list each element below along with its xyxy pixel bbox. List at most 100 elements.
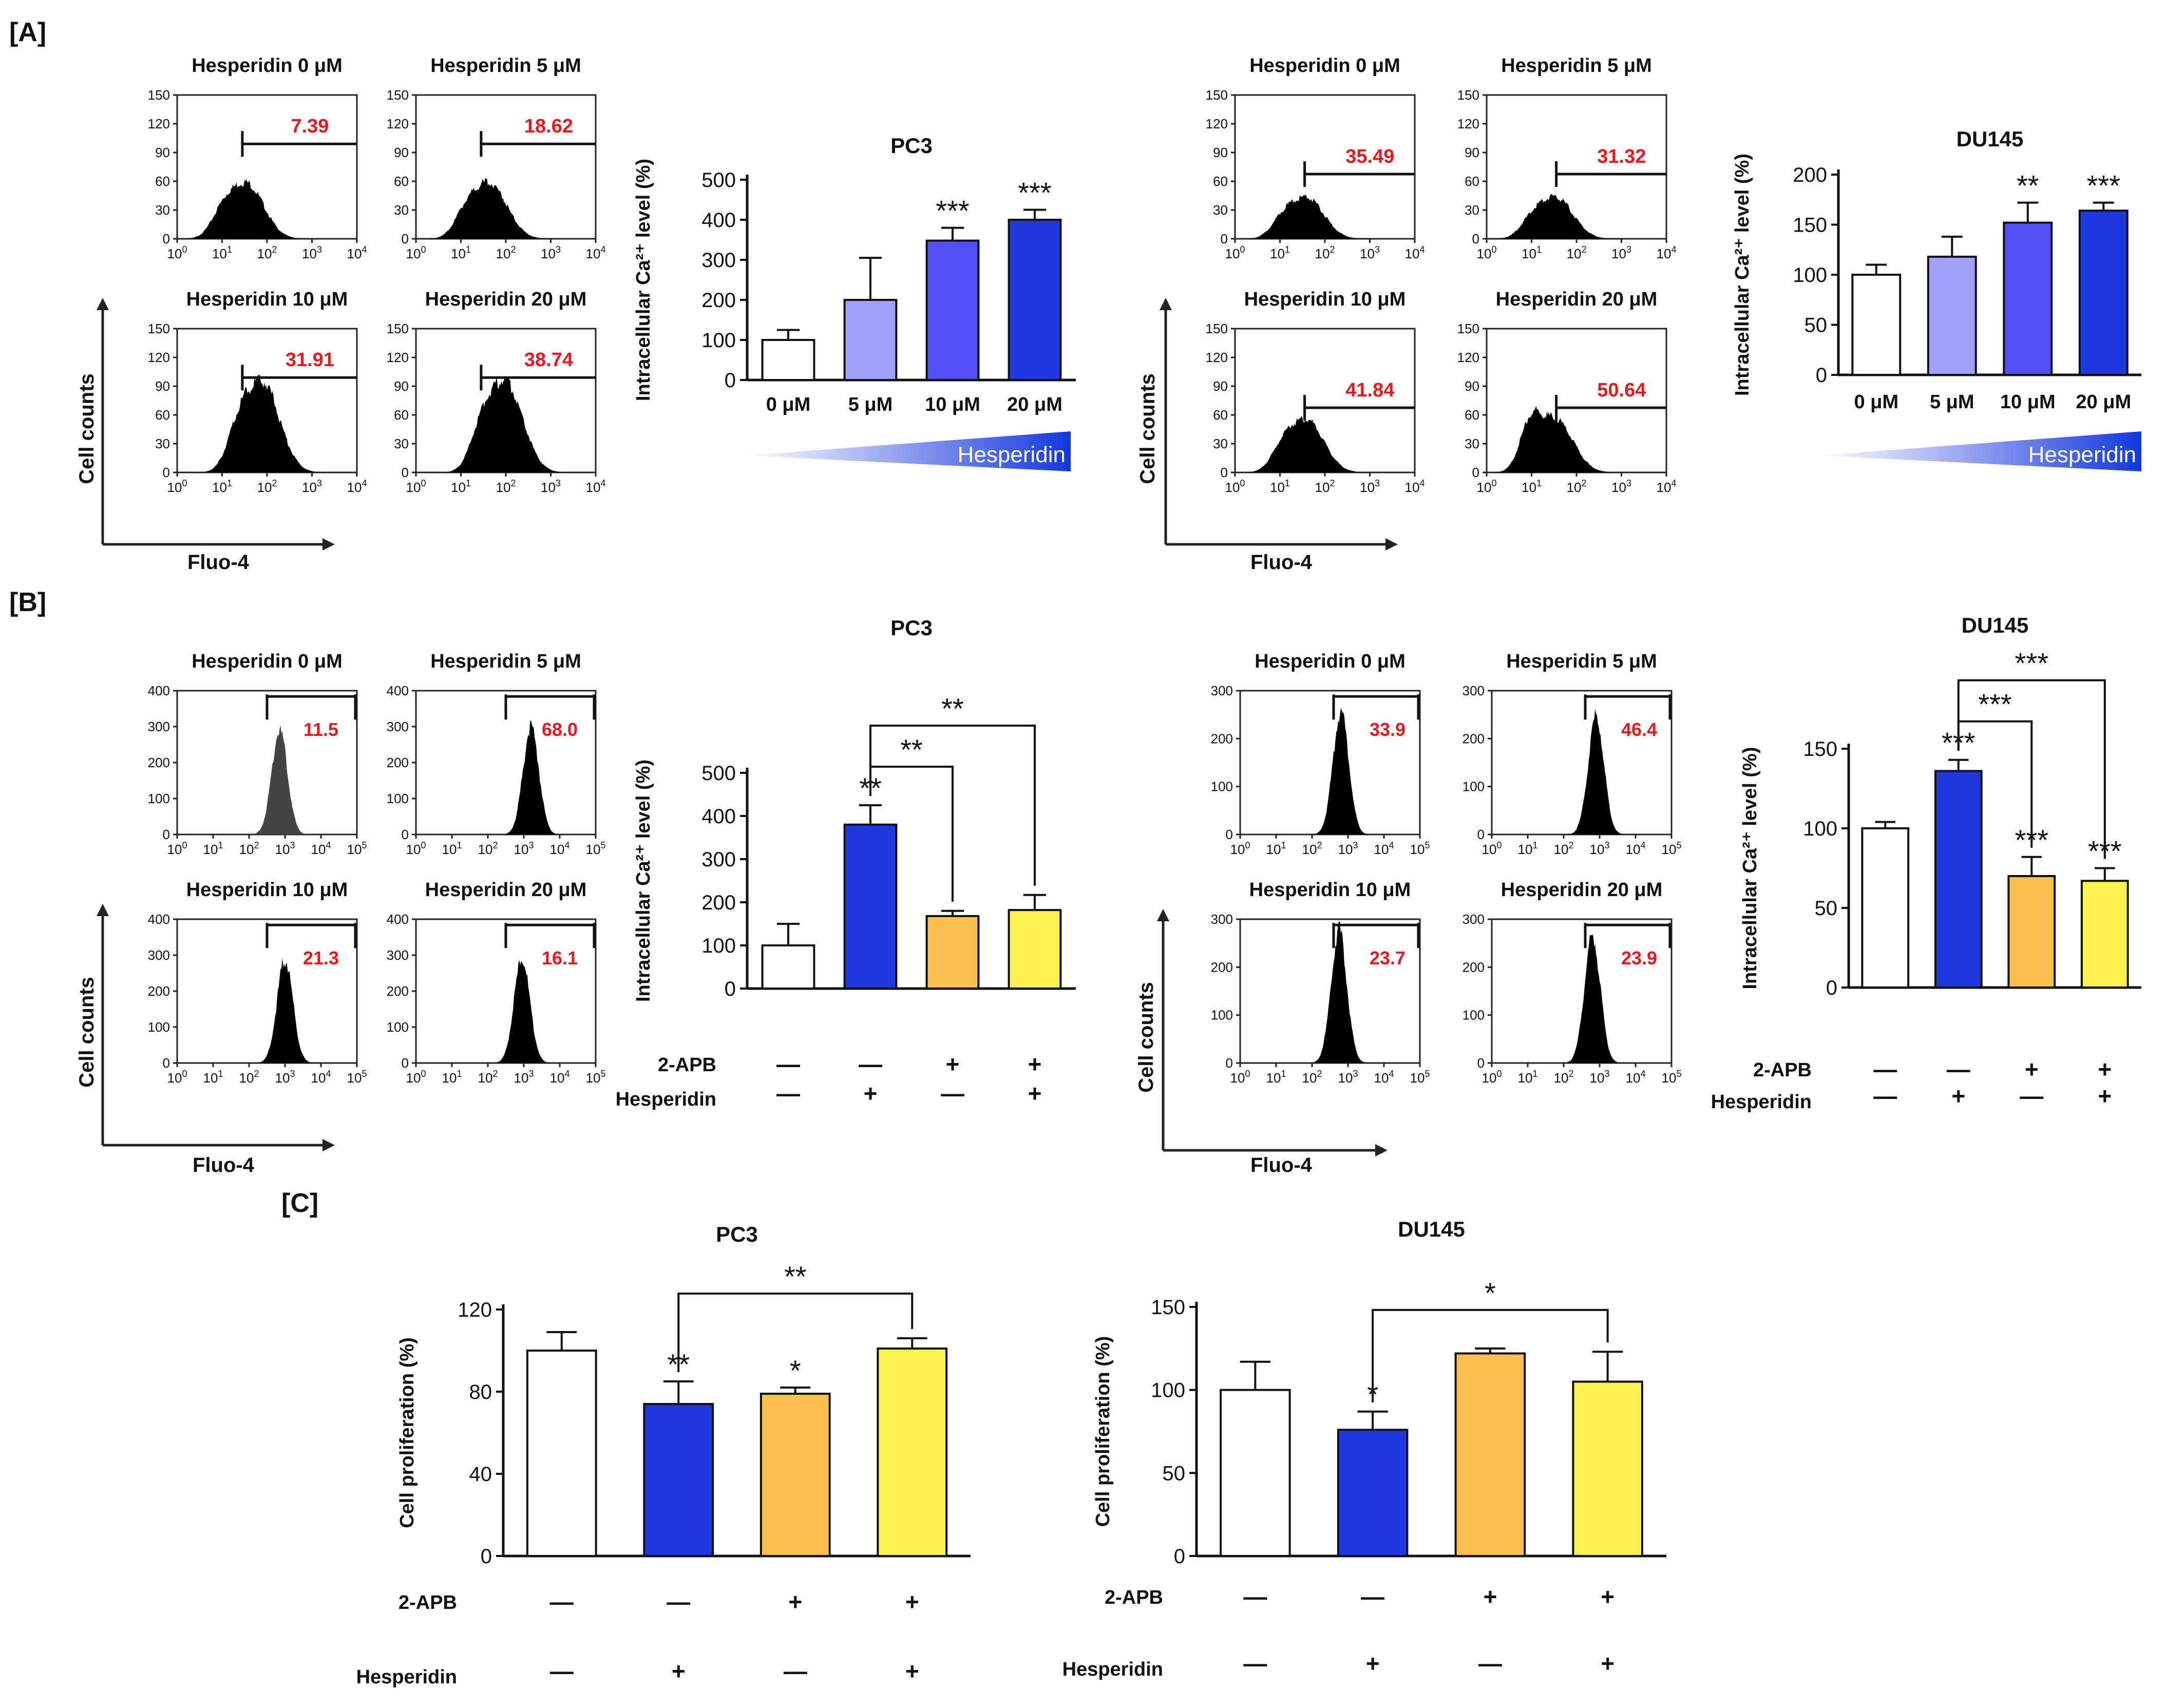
histogram-ytick-label: 120 <box>387 350 409 365</box>
histogram-distribution <box>1487 406 1666 472</box>
significance-mark: *** <box>936 195 969 227</box>
y-tick-label: 50 <box>1805 314 1828 337</box>
histogram-title: Hesperidin 5 μM <box>430 651 581 672</box>
histogram-gate-value: 38.74 <box>524 349 573 371</box>
apb-sign: + <box>788 1588 802 1615</box>
histogram-xtick-label: 104 <box>586 478 606 495</box>
histogram-title: Hesperidin 5 μM <box>1506 651 1657 672</box>
significance-mark: ** <box>2017 169 2039 202</box>
bar <box>1927 255 1977 376</box>
apb-row-label: 2-APB <box>658 1054 716 1076</box>
histogram-ytick-label: 0 <box>163 465 170 480</box>
histogram-title: Hesperidin 20 μM <box>425 879 587 901</box>
histogram-xtick-label: 103 <box>541 478 561 495</box>
histogram-xtick-label: 103 <box>1590 840 1610 857</box>
histogram-ytick-label: 60 <box>155 174 170 189</box>
y-tick-label: 0 <box>1826 977 1837 999</box>
y-tick-label: 150 <box>1793 214 1827 237</box>
y-tick-label: 100 <box>701 329 736 352</box>
histogram-ytick-label: 60 <box>1213 407 1228 423</box>
apb-sign: — <box>859 1051 882 1077</box>
histogram-ytick-label: 300 <box>387 719 409 734</box>
a-pc3-fluo4-label: Fluo-4 <box>187 551 250 574</box>
y-tick-label: 200 <box>701 289 736 312</box>
histogram-title: Hesperidin 5 μM <box>430 55 581 77</box>
histogram-xtick-label: 102 <box>496 478 516 495</box>
histogram-ytick-label: 150 <box>148 321 170 336</box>
histogram-a-pc3-2: Hesperidin 10 μM 0 30 60 90 120 150 100 101 102 10… <box>148 289 367 495</box>
hesperidin-sign: — <box>1478 1650 1502 1677</box>
histogram-xtick-label: 101 <box>1522 478 1542 495</box>
y-tick-label: 50 <box>1163 1462 1186 1485</box>
histogram-xtick-label: 104 <box>1657 478 1677 495</box>
histogram-title: Hesperidin 10 μM <box>1249 879 1411 901</box>
bar <box>1220 1389 1291 1558</box>
histogram-xtick-label: 104 <box>1405 478 1425 495</box>
histogram-ytick-label: 100 <box>148 1019 170 1035</box>
histogram-xtick-label: 102 <box>257 478 277 495</box>
apb-sign: — <box>550 1588 574 1615</box>
histogram-ytick-label: 300 <box>1211 683 1233 698</box>
bar <box>759 1393 831 1557</box>
histogram-ytick-label: 200 <box>1463 731 1485 746</box>
histogram-ytick-label: 90 <box>1465 145 1479 160</box>
histogram-ytick-label: 300 <box>148 947 170 963</box>
hesperidin-sign: + <box>2098 1083 2112 1109</box>
category-label: 5 μM <box>1930 391 1974 413</box>
hesperidin-row-label: Hesperidin <box>616 1089 716 1110</box>
bar <box>761 339 815 381</box>
bar <box>877 1348 948 1557</box>
histogram-a-du145-3: Hesperidin 20 μM 0 30 60 90 120 150 100 101 102 10… <box>1457 289 1677 495</box>
histogram-xtick-label: 100 <box>167 478 187 495</box>
bar <box>526 1350 597 1557</box>
histogram-xtick-label: 105 <box>1662 1069 1682 1086</box>
bar <box>643 1403 714 1557</box>
histogram-xtick-label: 102 <box>1315 244 1335 261</box>
histogram-ytick-label: 100 <box>1211 1008 1233 1023</box>
category-label: 10 μM <box>925 394 980 415</box>
histogram-title: Hesperidin 10 μM <box>186 289 348 310</box>
apb-sign: — <box>1873 1056 1897 1083</box>
histogram-ytick-label: 150 <box>1457 87 1479 103</box>
panel-label-c: [C] <box>281 1188 318 1218</box>
comparison-significance: *** <box>1978 688 2011 720</box>
histogram-xtick-label: 100 <box>406 840 426 857</box>
bar <box>1861 827 1910 989</box>
category-label: 20 μM <box>1007 394 1062 415</box>
histogram-xtick-label: 102 <box>257 244 277 261</box>
y-axis-label: Cell proliferation (%) <box>396 1337 418 1528</box>
histogram-ytick-label: 0 <box>1226 1055 1233 1071</box>
a-du145-hesperidin-gradient: Hesperidin <box>1818 431 2141 471</box>
histogram-ytick-label: 90 <box>394 378 409 394</box>
y-tick-label: 500 <box>701 762 736 785</box>
y-tick-label: 500 <box>701 169 736 192</box>
apb-row-label: 2-APB <box>1753 1059 1812 1081</box>
y-tick-label: 0 <box>1816 364 1827 387</box>
apb-sign: — <box>1361 1583 1384 1610</box>
histogram-ytick-label: 100 <box>1463 779 1485 794</box>
histogram-xtick-label: 101 <box>212 244 232 261</box>
bar <box>1008 909 1062 990</box>
bar-chart-c-pc3: PC3 Cell proliferation (%) 0 40 80 120 — — ** — + *… <box>356 1222 971 1688</box>
histogram-gate-value: 33.9 <box>1370 719 1406 740</box>
histogram-ytick-label: 120 <box>1457 116 1479 131</box>
hesperidin-sign: + <box>864 1080 878 1107</box>
y-axis-label: Intracellular Ca²⁺ level (%) <box>633 159 654 401</box>
histogram-xtick-label: 105 <box>1662 840 1682 857</box>
chart-title: DU145 <box>1398 1217 1465 1241</box>
y-tick-label: 400 <box>701 209 736 232</box>
b-du145-fluo4-label: Fluo-4 <box>1250 1154 1313 1176</box>
histogram-xtick-label: 103 <box>1360 478 1380 495</box>
histogram-xtick-label: 101 <box>203 1069 223 1086</box>
a-pc3-gradient-label: Hesperidin <box>958 442 1066 467</box>
histogram-ytick-label: 30 <box>1465 436 1479 451</box>
histogram-distribution <box>1235 415 1415 472</box>
y-axis-label: Intracellular Ca²⁺ level (%) <box>1739 747 1761 990</box>
histogram-a-du145-1: Hesperidin 5 μM 0 30 60 90 120 150 100 101 102 103… <box>1457 55 1677 261</box>
y-tick-label: 100 <box>701 935 736 957</box>
histogram-xtick-label: 103 <box>1360 244 1380 261</box>
histogram-xtick-label: 104 <box>1657 244 1677 261</box>
histogram-xtick-label: 100 <box>1230 1069 1250 1086</box>
b-pc3-fluo4-label: Fluo-4 <box>193 1154 255 1176</box>
